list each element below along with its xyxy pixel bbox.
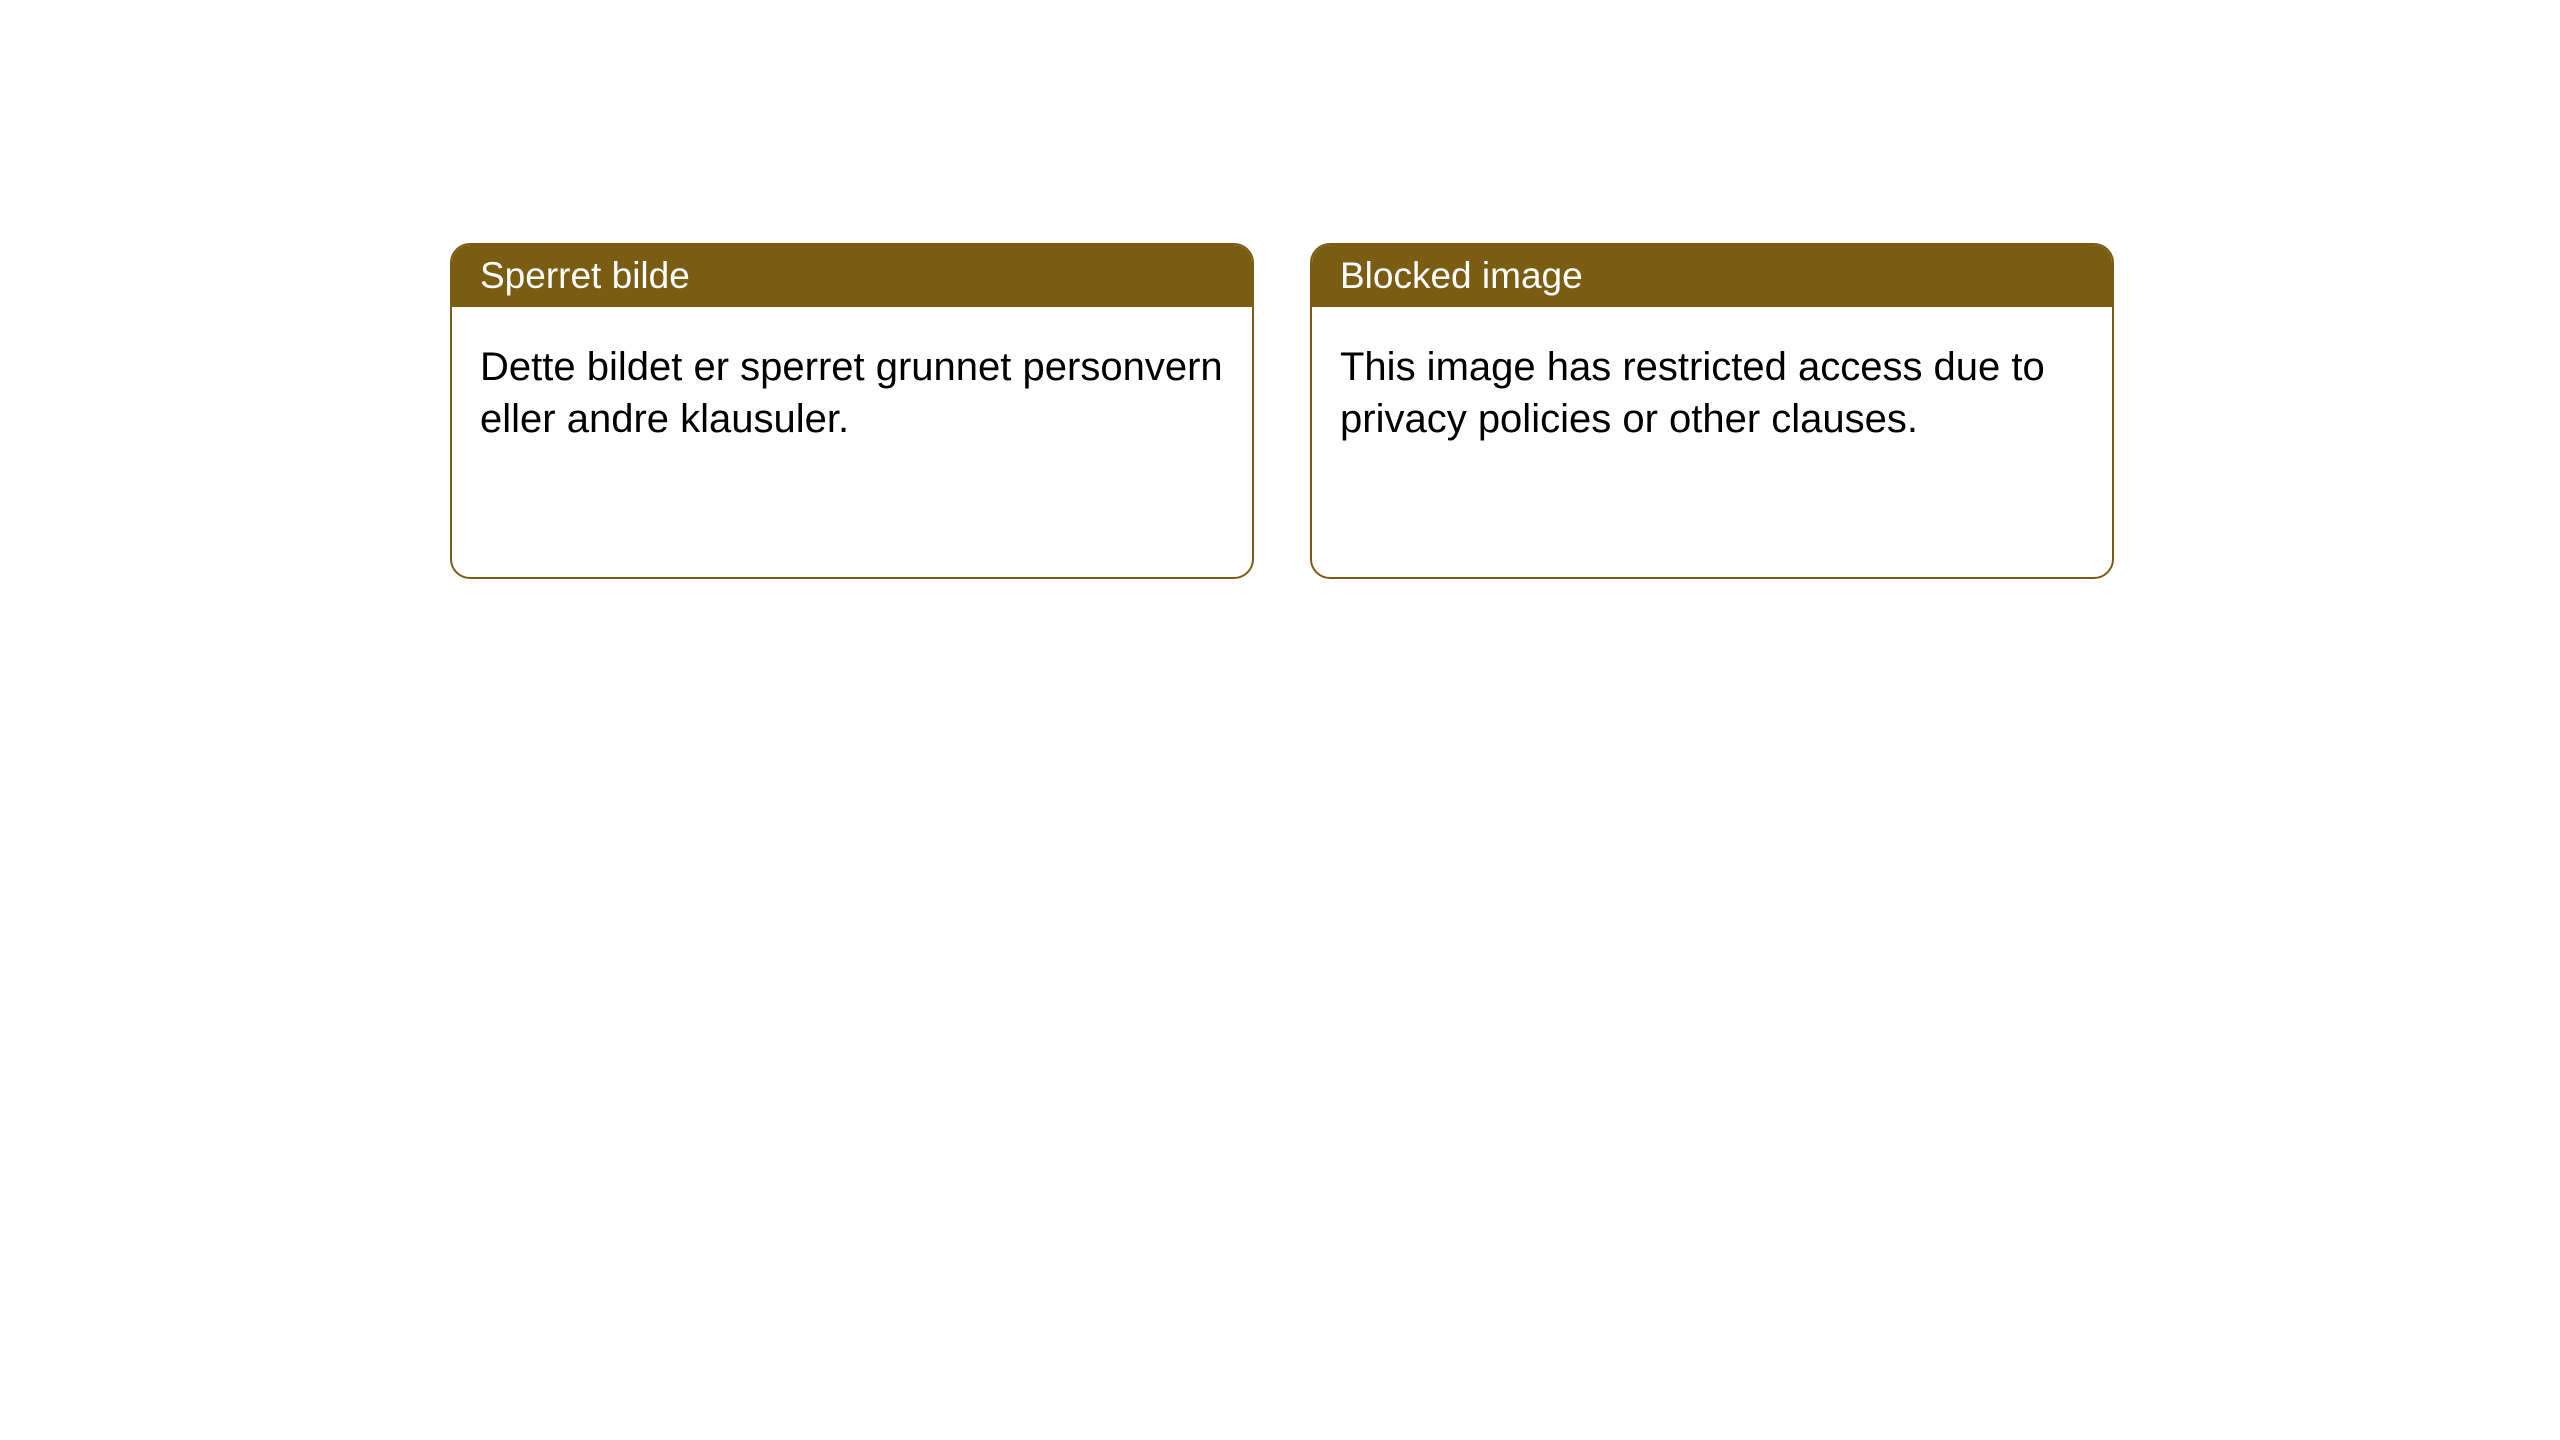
blocked-image-card-no: Sperret bilde Dette bildet er sperret gr… — [450, 243, 1254, 579]
card-header-en: Blocked image — [1312, 245, 2112, 307]
blocked-image-card-en: Blocked image This image has restricted … — [1310, 243, 2114, 579]
card-title-no: Sperret bilde — [480, 255, 690, 296]
card-body-no: Dette bildet er sperret grunnet personve… — [452, 307, 1252, 479]
card-header-no: Sperret bilde — [452, 245, 1252, 307]
card-body-en: This image has restricted access due to … — [1312, 307, 2112, 479]
card-text-en: This image has restricted access due to … — [1340, 345, 2045, 441]
card-title-en: Blocked image — [1340, 255, 1583, 296]
card-text-no: Dette bildet er sperret grunnet personve… — [480, 345, 1223, 441]
cards-container: Sperret bilde Dette bildet er sperret gr… — [0, 0, 2560, 579]
